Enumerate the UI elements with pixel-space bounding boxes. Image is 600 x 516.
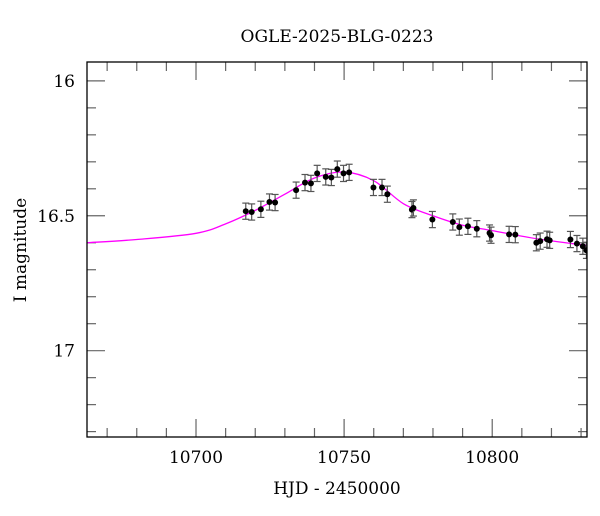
point-marker xyxy=(314,170,321,177)
data-point xyxy=(369,178,377,197)
point-marker xyxy=(512,231,519,238)
point-marker xyxy=(429,216,436,223)
point-marker xyxy=(567,236,574,243)
data-point xyxy=(455,218,463,236)
data-point xyxy=(327,168,335,187)
point-marker xyxy=(410,204,417,211)
data-point xyxy=(265,193,273,211)
data-point xyxy=(340,164,348,183)
point-marker xyxy=(579,243,586,250)
point-marker xyxy=(573,240,580,247)
data-point xyxy=(464,217,472,235)
data-point xyxy=(579,237,587,255)
point-marker xyxy=(583,247,587,254)
data-point xyxy=(378,178,386,197)
data-point xyxy=(473,220,481,238)
point-marker xyxy=(302,179,309,186)
point-marker xyxy=(257,206,264,213)
data-point xyxy=(333,160,341,178)
data-point xyxy=(242,202,250,220)
data-point xyxy=(301,173,309,192)
point-marker xyxy=(293,187,300,194)
point-marker xyxy=(370,184,377,191)
data-point xyxy=(449,213,457,231)
point-marker xyxy=(537,238,544,245)
point-marker xyxy=(307,180,314,187)
point-marker xyxy=(272,199,279,206)
point-marker xyxy=(488,232,495,239)
point-marker xyxy=(464,223,471,230)
point-marker xyxy=(248,209,255,215)
data-point xyxy=(546,231,554,250)
data-point xyxy=(307,174,315,193)
x-tick-label: 10800 xyxy=(465,448,519,468)
point-marker xyxy=(334,166,341,173)
data-point xyxy=(428,210,436,229)
x-tick-label: 10700 xyxy=(169,448,223,468)
point-marker xyxy=(266,199,273,206)
data-point xyxy=(292,181,300,199)
plot-frame xyxy=(86,61,588,438)
point-marker xyxy=(242,208,249,215)
data-point xyxy=(257,200,265,218)
data-point xyxy=(566,230,574,249)
data-point xyxy=(511,225,519,244)
y-axis-label: I magnitude xyxy=(11,198,31,302)
data-point xyxy=(487,226,495,244)
data-point xyxy=(322,168,330,186)
data-point xyxy=(313,164,321,183)
y-tick-label: 17 xyxy=(53,342,75,362)
point-marker xyxy=(322,173,329,180)
data-point xyxy=(271,193,279,212)
data-point xyxy=(573,234,581,253)
data-point xyxy=(409,199,417,217)
data-point xyxy=(505,225,513,244)
point-marker xyxy=(328,174,335,181)
point-marker xyxy=(456,224,463,231)
data-point xyxy=(345,163,353,182)
data-point xyxy=(383,185,391,203)
point-marker xyxy=(384,191,391,198)
point-marker xyxy=(546,237,553,244)
point-marker xyxy=(473,225,480,232)
data-point xyxy=(536,232,544,250)
x-tick-label: 10750 xyxy=(317,448,371,468)
x-axis-label: HJD - 2450000 xyxy=(273,479,401,499)
y-tick-label: 16 xyxy=(53,72,75,92)
point-marker xyxy=(346,169,353,176)
point-marker xyxy=(506,231,513,238)
y-tick-label: 16.5 xyxy=(37,207,75,227)
chart-title: OGLE-2025-BLG-0223 xyxy=(241,27,434,47)
point-marker xyxy=(449,218,456,225)
data-point xyxy=(248,203,256,221)
point-marker xyxy=(340,170,347,177)
point-marker xyxy=(379,184,386,191)
